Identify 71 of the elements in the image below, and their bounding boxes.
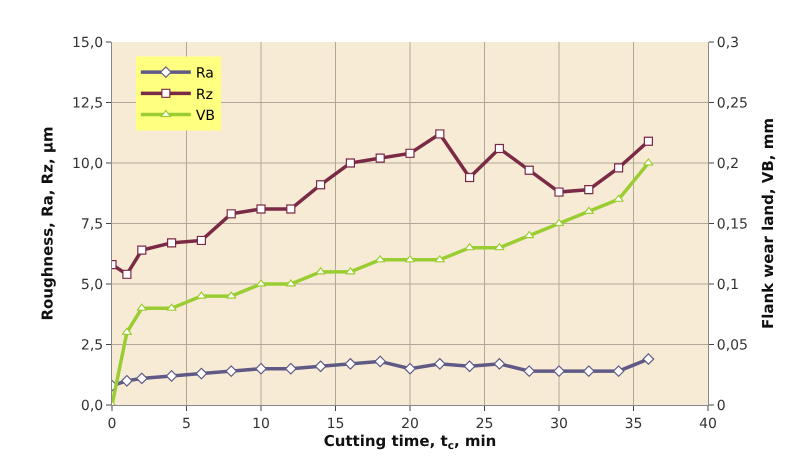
y2-tick-label: 0,1	[716, 276, 740, 293]
legend-label: Rz	[196, 86, 213, 103]
x-tick-label: 0	[108, 416, 116, 432]
point	[314, 360, 326, 372]
point	[225, 365, 237, 377]
y2-tick-label: 0,2	[716, 156, 740, 172]
point	[583, 365, 595, 377]
x-tick-label: 25	[476, 416, 494, 432]
point	[344, 358, 356, 370]
x-tick-label: 40	[699, 416, 717, 432]
x-tick-label: 20	[401, 416, 419, 432]
point	[256, 204, 266, 214]
y-tick-label: 5,0	[80, 276, 104, 293]
point	[285, 362, 297, 374]
y-tick-label: 2,5	[80, 337, 104, 354]
point	[523, 365, 535, 377]
y-axis-title: Roughness, Ra, Rz, µm	[38, 126, 56, 321]
point	[643, 158, 654, 166]
point	[494, 144, 504, 154]
y2-tick-label: 0	[716, 398, 726, 414]
point	[286, 279, 296, 287]
point	[255, 362, 267, 374]
point	[226, 209, 236, 218]
point	[435, 129, 444, 139]
y2-tick-label: 0,25	[716, 95, 748, 112]
y-tick-label: 15,0	[72, 34, 104, 51]
point	[465, 172, 474, 182]
legend-label: VB	[196, 108, 216, 124]
point	[612, 365, 624, 377]
point	[136, 372, 148, 384]
point	[137, 246, 146, 255]
point	[405, 148, 415, 158]
point	[346, 158, 355, 168]
point	[166, 370, 178, 382]
point	[644, 136, 653, 146]
y-tick-label: 7,5	[80, 216, 104, 232]
point	[464, 360, 476, 372]
y-tick-label: 0,0	[80, 398, 104, 414]
point	[256, 279, 266, 287]
point	[614, 163, 624, 172]
x-tick-label: 30	[550, 416, 568, 432]
point	[494, 358, 506, 370]
point	[286, 204, 296, 214]
y2-tick-label: 0,15	[716, 216, 748, 232]
point	[122, 270, 132, 279]
point	[554, 187, 564, 197]
point	[374, 356, 386, 368]
x-axis-title: Cutting time, t$_{c}$, min	[324, 432, 496, 452]
point	[121, 375, 133, 387]
point	[584, 185, 594, 194]
y2-tick-label: 0,05	[716, 337, 748, 354]
point	[196, 236, 206, 246]
x-tick-label: 10	[252, 416, 270, 432]
point	[553, 365, 565, 377]
point	[196, 368, 208, 380]
point	[167, 238, 176, 248]
point	[524, 166, 534, 175]
x-tick-label: 35	[624, 416, 642, 432]
point	[554, 218, 564, 226]
x-tick-label: 5	[182, 416, 191, 432]
point	[404, 362, 416, 374]
y-tick-label: 10,0	[72, 156, 104, 172]
y2-tick-label: 0,3	[716, 34, 740, 51]
legend-label: Ra	[196, 66, 214, 82]
point	[316, 180, 326, 190]
point	[376, 154, 385, 163]
y-tick-label: 12,5	[72, 95, 104, 112]
x-tick-label: 15	[326, 416, 344, 432]
point	[642, 353, 654, 365]
point	[434, 358, 446, 370]
y2-axis-title: Flank wear land, VB, mm	[758, 118, 777, 329]
